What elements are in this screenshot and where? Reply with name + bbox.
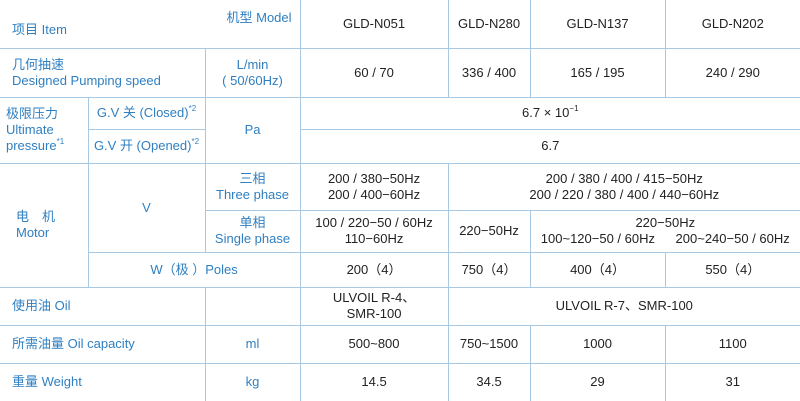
row-label: 极限压力 Ultimate pressure*1 [0,96,89,164]
text: Designed Pumping speed [12,72,161,88]
cell: 31 [664,362,800,401]
unit: 三相 Three phase [204,162,301,211]
cell: 165 / 195 [529,47,666,98]
unit: 单相 Single phase [205,209,301,253]
cell: ULVOIL R-4、 SMR-100 [299,286,449,326]
row-label: 几何抽速 Designed Pumping speed [0,47,206,98]
text: 100~120−50 / 60Hz [540,231,656,246]
sub-label: W（极 ）Poles [88,251,301,288]
cell: 29 [529,362,666,401]
unit: L/min( 50/60Hz) [204,47,301,98]
row-label: 重量 Weight [0,362,206,401]
text: pressure [6,138,57,153]
cell: 200 / 380−50Hz 200 / 400−60Hz [299,162,449,211]
text: G.V 开 (Opened) [93,138,192,153]
cell: 500~800 [299,324,449,364]
cell: 14.5 [299,362,449,401]
cell: 240 / 290 [664,47,800,98]
text: 200 / 400−60Hz [327,186,421,202]
text: 200 / 380 / 400 / 415−50Hz [545,170,703,186]
text: G.V 关 (Closed) [96,105,189,120]
cell: 220−50Hz 100~120−50 / 60Hz 200~240−50 / 60… [529,209,800,253]
text: 电 机 [16,209,56,224]
text: Three phase [216,186,290,202]
cell: 1100 [664,324,800,364]
cell: 60 / 70 [299,47,449,98]
sup: *2 [188,104,197,113]
row-label: 电 机 Motor [0,162,89,288]
text: 100 / 220−50 / 60Hz [315,215,433,230]
cell: 34.5 [447,362,531,401]
text: 200~240−50 / 60Hz [675,231,790,246]
model: GLD-N280 [447,0,531,49]
text: ( 50/60Hz) [222,72,283,88]
cell: 336 / 400 [447,47,531,98]
sub-label: G.V 关 (Closed)*2 [87,96,206,130]
sub-label: V [87,162,206,253]
cell: 750（4） [447,251,531,288]
text: 200 / 220 / 380 / 400 / 440−60Hz [529,186,720,202]
row-label: 所需油量 Oil capacity [0,324,206,364]
text: 110−60Hz [344,231,404,246]
text: 单相 [239,215,266,230]
model: GLD-N137 [529,0,666,49]
unit: ml [204,324,301,364]
cell: 220−50Hz [447,209,531,253]
text: 6.7 × 10 [522,105,570,120]
row-label: 使用油 Oil [0,286,206,326]
text: Single phase [214,231,291,246]
sup: *2 [191,137,200,146]
sub-label: G.V 开 (Opened)*2 [88,128,206,164]
sup: −1 [569,104,579,113]
text: L/min [236,56,269,72]
model-label: 机型 Model [226,10,292,25]
cell: 200 / 380 / 400 / 415−50Hz 200 / 220 / 38… [447,162,800,211]
sup: *1 [56,137,65,146]
item-label: 项目 Item [12,21,67,37]
text: 三相 [239,170,266,186]
unit: Pa [204,96,301,164]
cell: 550（4） [664,251,800,288]
header-corner: 机型 Model 项目 Item [0,0,301,49]
text: Motor [16,225,50,240]
text: 极限压力 [6,106,59,121]
cell: ULVOIL R-7、SMR-100 [447,286,800,326]
cell: 200（4） [299,251,449,288]
unit: kg [204,362,301,401]
cell: 750~1500 [447,324,531,364]
cell: 400（4） [529,251,666,288]
model: GLD-N202 [664,0,800,49]
text: SMR-100 [346,306,402,321]
unit [204,286,301,326]
text: ULVOIL R-4、 [332,290,416,305]
text: 几何抽速 [12,56,65,72]
cell: 6.7 × 10−1 [299,96,800,130]
text: 200 / 380−50Hz [327,170,421,186]
model: GLD-N051 [299,0,449,49]
cell: 100 / 220−50 / 60Hz 110−60Hz [299,209,449,253]
text: Ultimate [6,122,54,137]
cell: 6.7 [299,128,800,164]
text: 220−50Hz [635,215,696,230]
cell: 1000 [529,324,666,364]
